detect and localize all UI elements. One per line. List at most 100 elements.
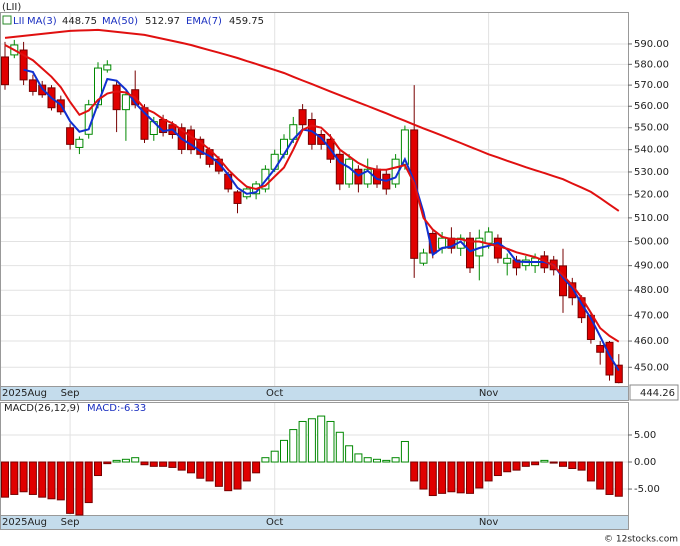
legend-value: 459.75 xyxy=(229,16,264,27)
macd-bar xyxy=(568,461,577,470)
macd-bar xyxy=(205,461,214,482)
macd-bar xyxy=(605,461,614,495)
ma-line xyxy=(4,44,620,343)
macd-bar xyxy=(131,457,140,463)
macd-bar xyxy=(456,461,465,494)
macd-bar xyxy=(66,461,75,514)
macd-bar xyxy=(270,450,279,463)
legend-symbol: LII xyxy=(13,16,24,27)
candle-body xyxy=(317,133,326,145)
y-tick-label: 5.00 xyxy=(634,430,656,441)
candle-body xyxy=(233,191,242,204)
y-tick-label: 470.00 xyxy=(634,310,669,321)
macd-name: MACD(26,12,9) xyxy=(4,403,80,414)
y-tick-label: 0.00 xyxy=(634,457,656,468)
candle-body xyxy=(19,49,28,81)
macd-bar xyxy=(354,453,363,463)
macd-bar xyxy=(512,461,521,471)
macd-bar xyxy=(280,439,288,463)
candle-body xyxy=(1,56,9,86)
macd-bar xyxy=(242,461,251,482)
candle-body xyxy=(484,231,493,244)
candle-body xyxy=(103,64,112,71)
macd-bar xyxy=(438,461,447,494)
macd-bar xyxy=(326,420,335,463)
macd-bar xyxy=(94,461,102,477)
legend-value: 512.97 xyxy=(145,16,180,27)
candle-body xyxy=(345,158,354,185)
footer: © 12stocks.com xyxy=(604,535,678,545)
macd-bar xyxy=(391,457,400,463)
candle-body xyxy=(196,138,205,155)
y-tick-label: 530.00 xyxy=(634,167,669,178)
macd-bar xyxy=(261,457,270,463)
macd-bar xyxy=(503,461,512,473)
y-tick-label: 500.00 xyxy=(634,237,669,248)
date-strip xyxy=(0,515,629,530)
candle-body xyxy=(270,153,279,170)
candle-body xyxy=(586,314,595,340)
ma-line xyxy=(4,28,620,212)
candle-body xyxy=(66,127,75,145)
x-tick-label: Oct xyxy=(266,517,283,528)
macd-bar xyxy=(400,440,409,463)
candle-body xyxy=(614,364,623,384)
macd-bar xyxy=(196,461,205,479)
macd-bar xyxy=(121,458,130,463)
macd-bar xyxy=(335,431,344,463)
macd-bar xyxy=(586,461,595,482)
macd-bar xyxy=(224,461,233,492)
macd-bar xyxy=(159,461,168,467)
y-tick-label: 510.00 xyxy=(634,213,669,224)
chart-title: (LII) xyxy=(2,2,21,13)
candle-body xyxy=(112,84,121,111)
legend-name: MA(50) xyxy=(102,16,138,27)
macd-bar xyxy=(373,458,381,463)
candle-body xyxy=(503,257,512,264)
macd-bar xyxy=(475,461,484,489)
y-tick-label: 450.00 xyxy=(634,362,669,373)
y-tick-label: 480.00 xyxy=(634,285,669,296)
x-tick-label: Nov xyxy=(479,388,499,399)
macd-bar xyxy=(540,459,549,463)
legend-name: EMA(7) xyxy=(186,16,222,27)
macd-bar xyxy=(1,461,9,498)
macd-bar xyxy=(38,461,47,498)
macd-bar xyxy=(298,420,307,463)
macd-bar xyxy=(289,429,298,463)
candle-body xyxy=(28,79,37,92)
y-tick-label: 520.00 xyxy=(634,190,669,201)
macd-bar xyxy=(577,461,586,471)
macd-bar xyxy=(307,418,316,463)
macd-bar xyxy=(112,459,121,463)
macd-bar xyxy=(317,415,326,463)
y-tick-label: 570.00 xyxy=(634,80,669,91)
candle-body xyxy=(363,168,372,185)
macd-bar xyxy=(531,461,540,466)
macd-bar xyxy=(410,461,419,482)
macd-bar xyxy=(419,461,428,490)
y-tick-label: 560.00 xyxy=(634,101,669,112)
candle-body xyxy=(596,344,605,353)
macd-bar xyxy=(47,461,56,500)
legend-name: MA(3) xyxy=(27,16,57,27)
y-tick-label: 590.00 xyxy=(634,39,669,50)
candle-body xyxy=(121,94,130,111)
candle-body xyxy=(298,109,307,126)
candle-body xyxy=(419,252,428,264)
macd-bar xyxy=(140,461,149,466)
y-tick-label: 540.00 xyxy=(634,145,669,156)
macd-bar xyxy=(428,461,437,497)
candle-body xyxy=(261,168,270,190)
macd-bar xyxy=(177,461,186,471)
macd-bar xyxy=(493,461,502,477)
x-tick-label: Oct xyxy=(266,388,283,399)
y-tick-label: 460.00 xyxy=(634,336,669,347)
candle-body xyxy=(605,341,614,376)
macd-bar xyxy=(484,461,493,482)
x-tick-label: Sep xyxy=(61,517,80,528)
candle-body xyxy=(335,153,344,185)
macd-bar xyxy=(596,461,605,490)
candle-body xyxy=(466,237,474,269)
